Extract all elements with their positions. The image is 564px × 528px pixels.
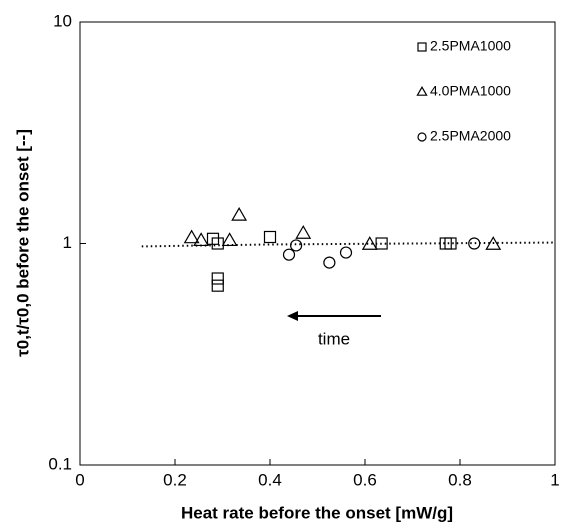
y-tick-label: 1 [63,233,72,252]
square-marker [211,279,224,292]
circle-marker [323,256,336,269]
y-tick-label: 10 [53,11,72,30]
x-tick-label: 1 [550,470,559,489]
legend-label: 2.5PMA1000 [430,38,511,54]
circle-marker [468,237,481,250]
legend-marker [416,85,428,96]
circle-marker [282,248,296,261]
triangle-marker [361,236,378,250]
square-marker [211,237,224,250]
legend-label: 4.0PMA1000 [430,83,511,99]
square-marker [444,237,457,250]
legend-marker [417,42,427,52]
x-tick-label: 0.4 [258,470,282,489]
legend-label: 2.5PMA2000 [430,128,511,144]
triangle-marker [295,225,312,239]
square-marker [439,237,452,250]
square-marker [263,230,277,244]
square-marker [211,272,224,285]
x-tick-label: 0.8 [448,470,472,489]
triangle-marker [221,232,238,247]
triangle-marker [183,229,200,244]
x-tick-label: 0.2 [163,470,187,489]
x-tick-label: 0.6 [353,470,377,489]
legend-marker [417,132,427,142]
triangle-marker [485,236,502,250]
square-marker [206,232,220,245]
circle-marker [290,239,303,252]
circle-marker [339,246,353,259]
x-axis-label: Heat rate before the onset [mW/g] [181,503,453,522]
square-marker [375,237,388,250]
triangle-marker [231,206,248,221]
annotation: time [318,329,350,348]
x-tick-label: 0 [75,470,84,489]
triangle-marker [193,232,210,247]
time-arrow-head [287,311,298,321]
y-tick-label: 0.1 [48,454,72,473]
y-axis-label: τ0,t/τ0,0 before the onset [--] [13,129,32,357]
